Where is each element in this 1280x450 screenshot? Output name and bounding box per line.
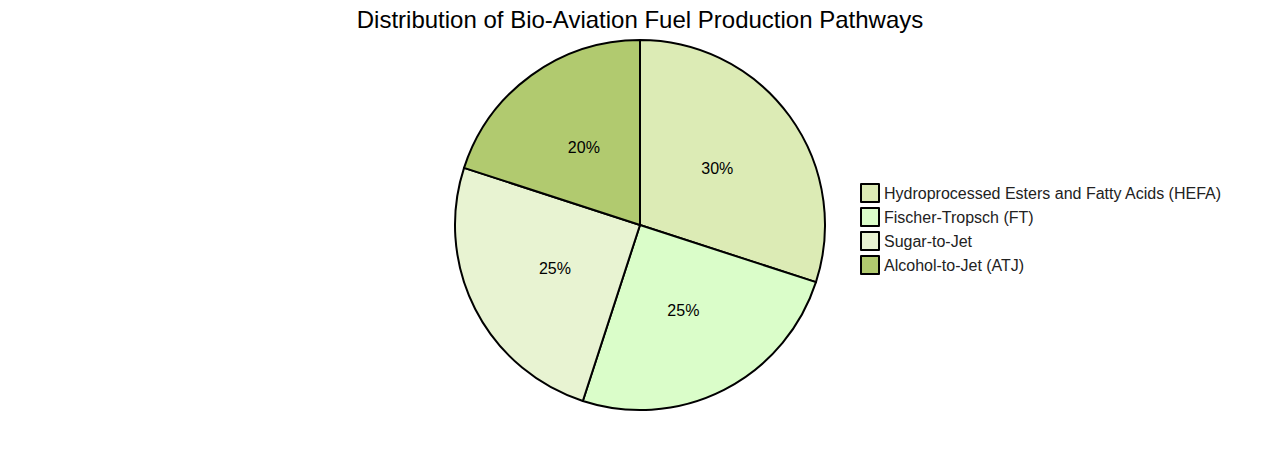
svg-text:30%: 30% xyxy=(701,160,733,177)
svg-text:Sugar-to-Jet: Sugar-to-Jet xyxy=(884,233,973,250)
svg-text:Distribution of Bio-Aviation F: Distribution of Bio-Aviation Fuel Produc… xyxy=(357,6,924,33)
svg-text:Hydroprocessed Esters and Fatt: Hydroprocessed Esters and Fatty Acids (H… xyxy=(884,185,1221,202)
svg-text:Fischer-Tropsch (FT): Fischer-Tropsch (FT) xyxy=(884,209,1034,226)
svg-text:25%: 25% xyxy=(539,260,571,277)
svg-text:25%: 25% xyxy=(667,302,699,319)
svg-text:Alcohol-to-Jet (ATJ): Alcohol-to-Jet (ATJ) xyxy=(884,257,1024,274)
svg-text:20%: 20% xyxy=(568,139,600,156)
